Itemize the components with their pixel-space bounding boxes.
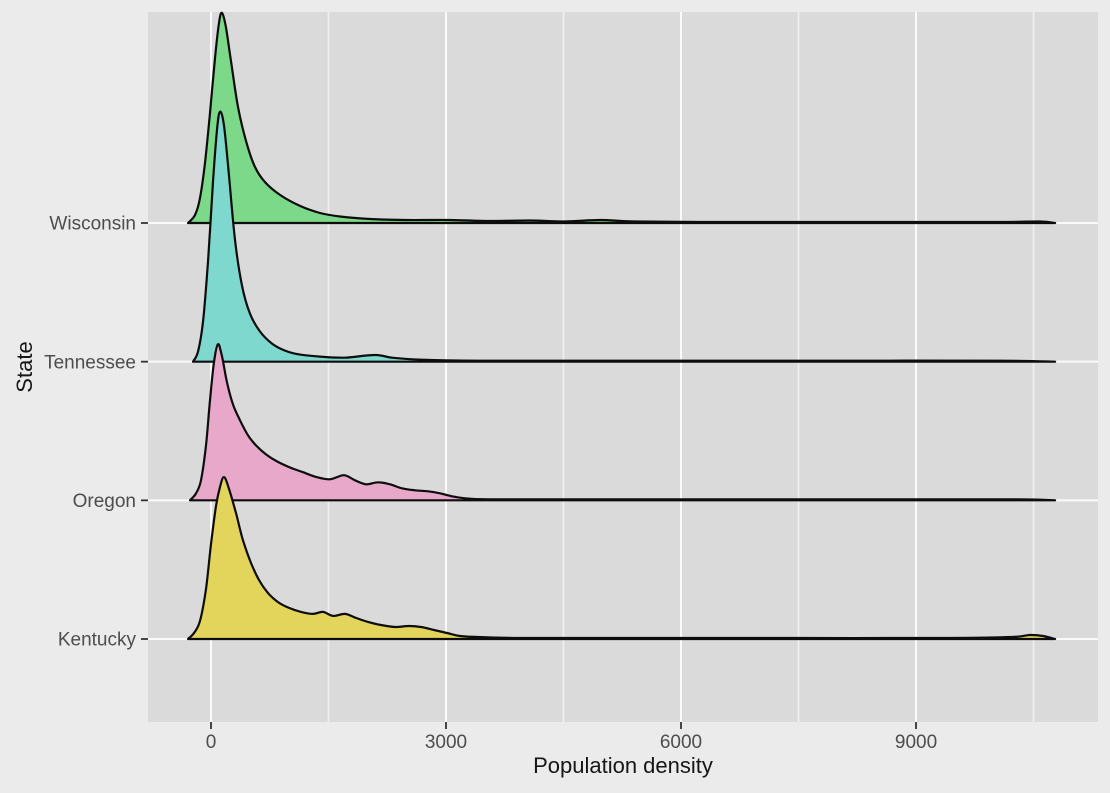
y-tick-label: Kentucky (58, 630, 137, 651)
x-axis-title: Population density (533, 753, 713, 778)
axis-labels: 0 3000 6000 9000 Wisconsin Tennessee Oregon Ken… (44, 214, 937, 753)
x-tick-label: 9000 (895, 732, 937, 753)
x-tick-label: 6000 (660, 732, 702, 753)
ridge-oregon (188, 343, 1057, 502)
axis-ticks (141, 222, 917, 729)
y-tick-label: Oregon (73, 491, 136, 512)
ridges (186, 11, 1057, 641)
panel-background (148, 12, 1098, 722)
y-axis-title: State (12, 341, 37, 393)
y-tick-label: Wisconsin (49, 214, 136, 235)
ridge-tennessee (191, 110, 1057, 363)
x-tick-label: 0 (206, 732, 217, 753)
ridge-kentucky (186, 476, 1057, 641)
x-tick-label: 3000 (425, 732, 467, 753)
ridge-wisconsin (186, 11, 1057, 225)
y-tick-label: Tennessee (44, 352, 136, 373)
